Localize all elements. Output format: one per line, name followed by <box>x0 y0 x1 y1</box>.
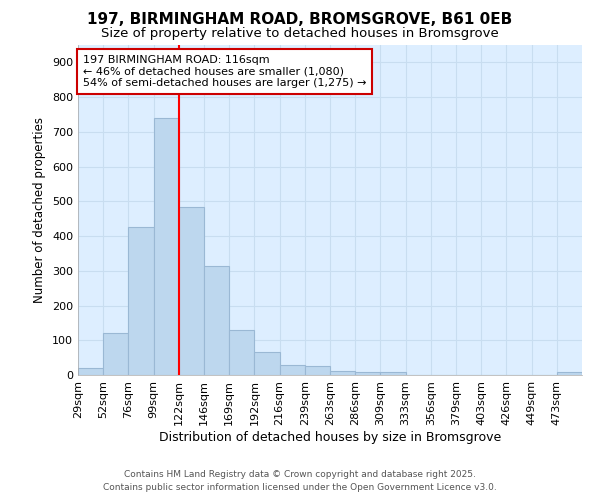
Bar <box>204 266 229 375</box>
Text: 197, BIRMINGHAM ROAD, BROMSGROVE, B61 0EB: 197, BIRMINGHAM ROAD, BROMSGROVE, B61 0E… <box>88 12 512 28</box>
Bar <box>305 366 330 375</box>
Bar <box>330 371 355 375</box>
Bar <box>103 334 128 375</box>
Bar <box>280 364 305 375</box>
Bar <box>380 372 406 375</box>
Text: 197 BIRMINGHAM ROAD: 116sqm
← 46% of detached houses are smaller (1,080)
54% of : 197 BIRMINGHAM ROAD: 116sqm ← 46% of det… <box>83 55 367 88</box>
Bar <box>128 228 154 375</box>
Bar <box>154 118 179 375</box>
Bar <box>254 352 280 375</box>
X-axis label: Distribution of detached houses by size in Bromsgrove: Distribution of detached houses by size … <box>159 430 501 444</box>
Y-axis label: Number of detached properties: Number of detached properties <box>34 117 46 303</box>
Bar <box>179 206 204 375</box>
Bar <box>78 368 103 375</box>
Bar <box>229 330 254 375</box>
Bar <box>355 372 380 375</box>
Text: Size of property relative to detached houses in Bromsgrove: Size of property relative to detached ho… <box>101 28 499 40</box>
Text: Contains HM Land Registry data © Crown copyright and database right 2025.
Contai: Contains HM Land Registry data © Crown c… <box>103 470 497 492</box>
Bar <box>557 372 582 375</box>
